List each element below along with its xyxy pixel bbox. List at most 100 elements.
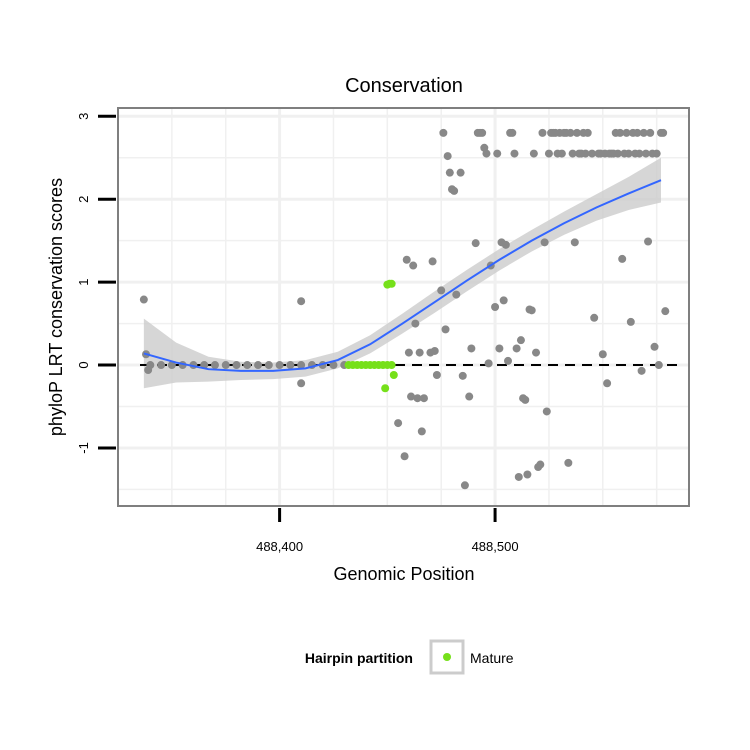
data-point [641, 149, 650, 158]
data-point [478, 128, 487, 137]
data-point [512, 344, 521, 353]
y-tick-label: 2 [76, 196, 91, 203]
data-point [616, 128, 625, 137]
data-point [652, 149, 661, 158]
data-point [659, 128, 668, 137]
data-point [540, 238, 549, 247]
data-point [417, 427, 426, 436]
data-point [484, 359, 493, 368]
data-point [329, 361, 338, 370]
data-point [411, 319, 420, 328]
smooth-line [143, 179, 662, 372]
data-point [499, 296, 508, 305]
data-point [644, 237, 653, 246]
data-point-mature [381, 384, 390, 393]
data-point [139, 295, 148, 304]
data-point [527, 306, 536, 315]
data-point [482, 149, 491, 158]
data-point [460, 481, 469, 490]
data-point [624, 149, 633, 158]
data-point [452, 290, 461, 299]
data-point [428, 257, 437, 266]
y-tick-label: -1 [76, 442, 91, 454]
data-point [432, 370, 441, 379]
data-point [544, 149, 553, 158]
panel-border [117, 107, 690, 507]
data-point [536, 460, 545, 469]
data-point [564, 458, 573, 467]
data-point [493, 149, 502, 158]
y-tick-label: 0 [76, 361, 91, 368]
data-point [501, 240, 510, 249]
data-point [581, 149, 590, 158]
data-point [465, 392, 474, 401]
data-point [514, 472, 523, 481]
smooth-layer [143, 179, 662, 372]
data-point [409, 261, 418, 270]
data-point [633, 128, 642, 137]
y-axis-title: phyloP LRT conservation scores [46, 178, 66, 436]
data-point-mature [387, 361, 396, 370]
data-point [542, 407, 551, 416]
data-point [264, 361, 273, 370]
data-point [516, 336, 525, 345]
y-tick-label: 3 [76, 113, 91, 120]
data-point [297, 297, 306, 306]
data-point [639, 128, 648, 137]
data-point [557, 149, 566, 158]
data-point [646, 128, 655, 137]
plot-panel [117, 107, 690, 507]
data-point [622, 128, 631, 137]
data-point [254, 361, 263, 370]
data-point [637, 366, 646, 375]
data-point [590, 313, 599, 322]
data-point [510, 149, 519, 158]
data-point [441, 325, 450, 334]
panel-background [118, 108, 689, 506]
legend-title: Hairpin partition [305, 650, 413, 666]
x-axis-title: Genomic Position [333, 564, 474, 584]
data-point [598, 350, 607, 359]
data-point [297, 379, 306, 388]
data-point [618, 254, 627, 263]
data-point [504, 356, 513, 365]
data-point [445, 168, 454, 177]
data-point-mature [389, 370, 398, 379]
data-point [583, 128, 592, 137]
x-tick-label: 488,400 [256, 539, 303, 554]
data-point [439, 128, 448, 137]
data-point [210, 361, 219, 370]
data-point [650, 342, 659, 351]
data-point [661, 307, 670, 316]
data-point [275, 361, 284, 370]
data-point [521, 395, 530, 404]
data-point [456, 168, 465, 177]
data-point [450, 186, 459, 195]
data-point [523, 470, 532, 479]
data-point [146, 361, 155, 370]
data-point [572, 128, 581, 137]
data-point [532, 348, 541, 357]
data-point [491, 303, 500, 311]
x-axis: 488,400 488,500 [256, 508, 519, 554]
data-point [430, 346, 439, 355]
data-point [404, 348, 413, 357]
data-point [443, 152, 452, 161]
data-point [538, 128, 547, 137]
data-point [613, 149, 622, 158]
data-point [297, 361, 306, 370]
data-point [635, 149, 644, 158]
legend-label-mature: Mature [470, 650, 514, 666]
data-point [471, 239, 480, 248]
data-point [654, 361, 663, 370]
data-point [529, 149, 538, 158]
points-layer [139, 128, 670, 490]
data-point [407, 392, 416, 401]
data-point [419, 394, 428, 403]
data-point [286, 361, 295, 370]
data-point [400, 452, 409, 461]
data-point [467, 344, 476, 353]
data-point [232, 361, 241, 370]
data-point [402, 255, 411, 264]
